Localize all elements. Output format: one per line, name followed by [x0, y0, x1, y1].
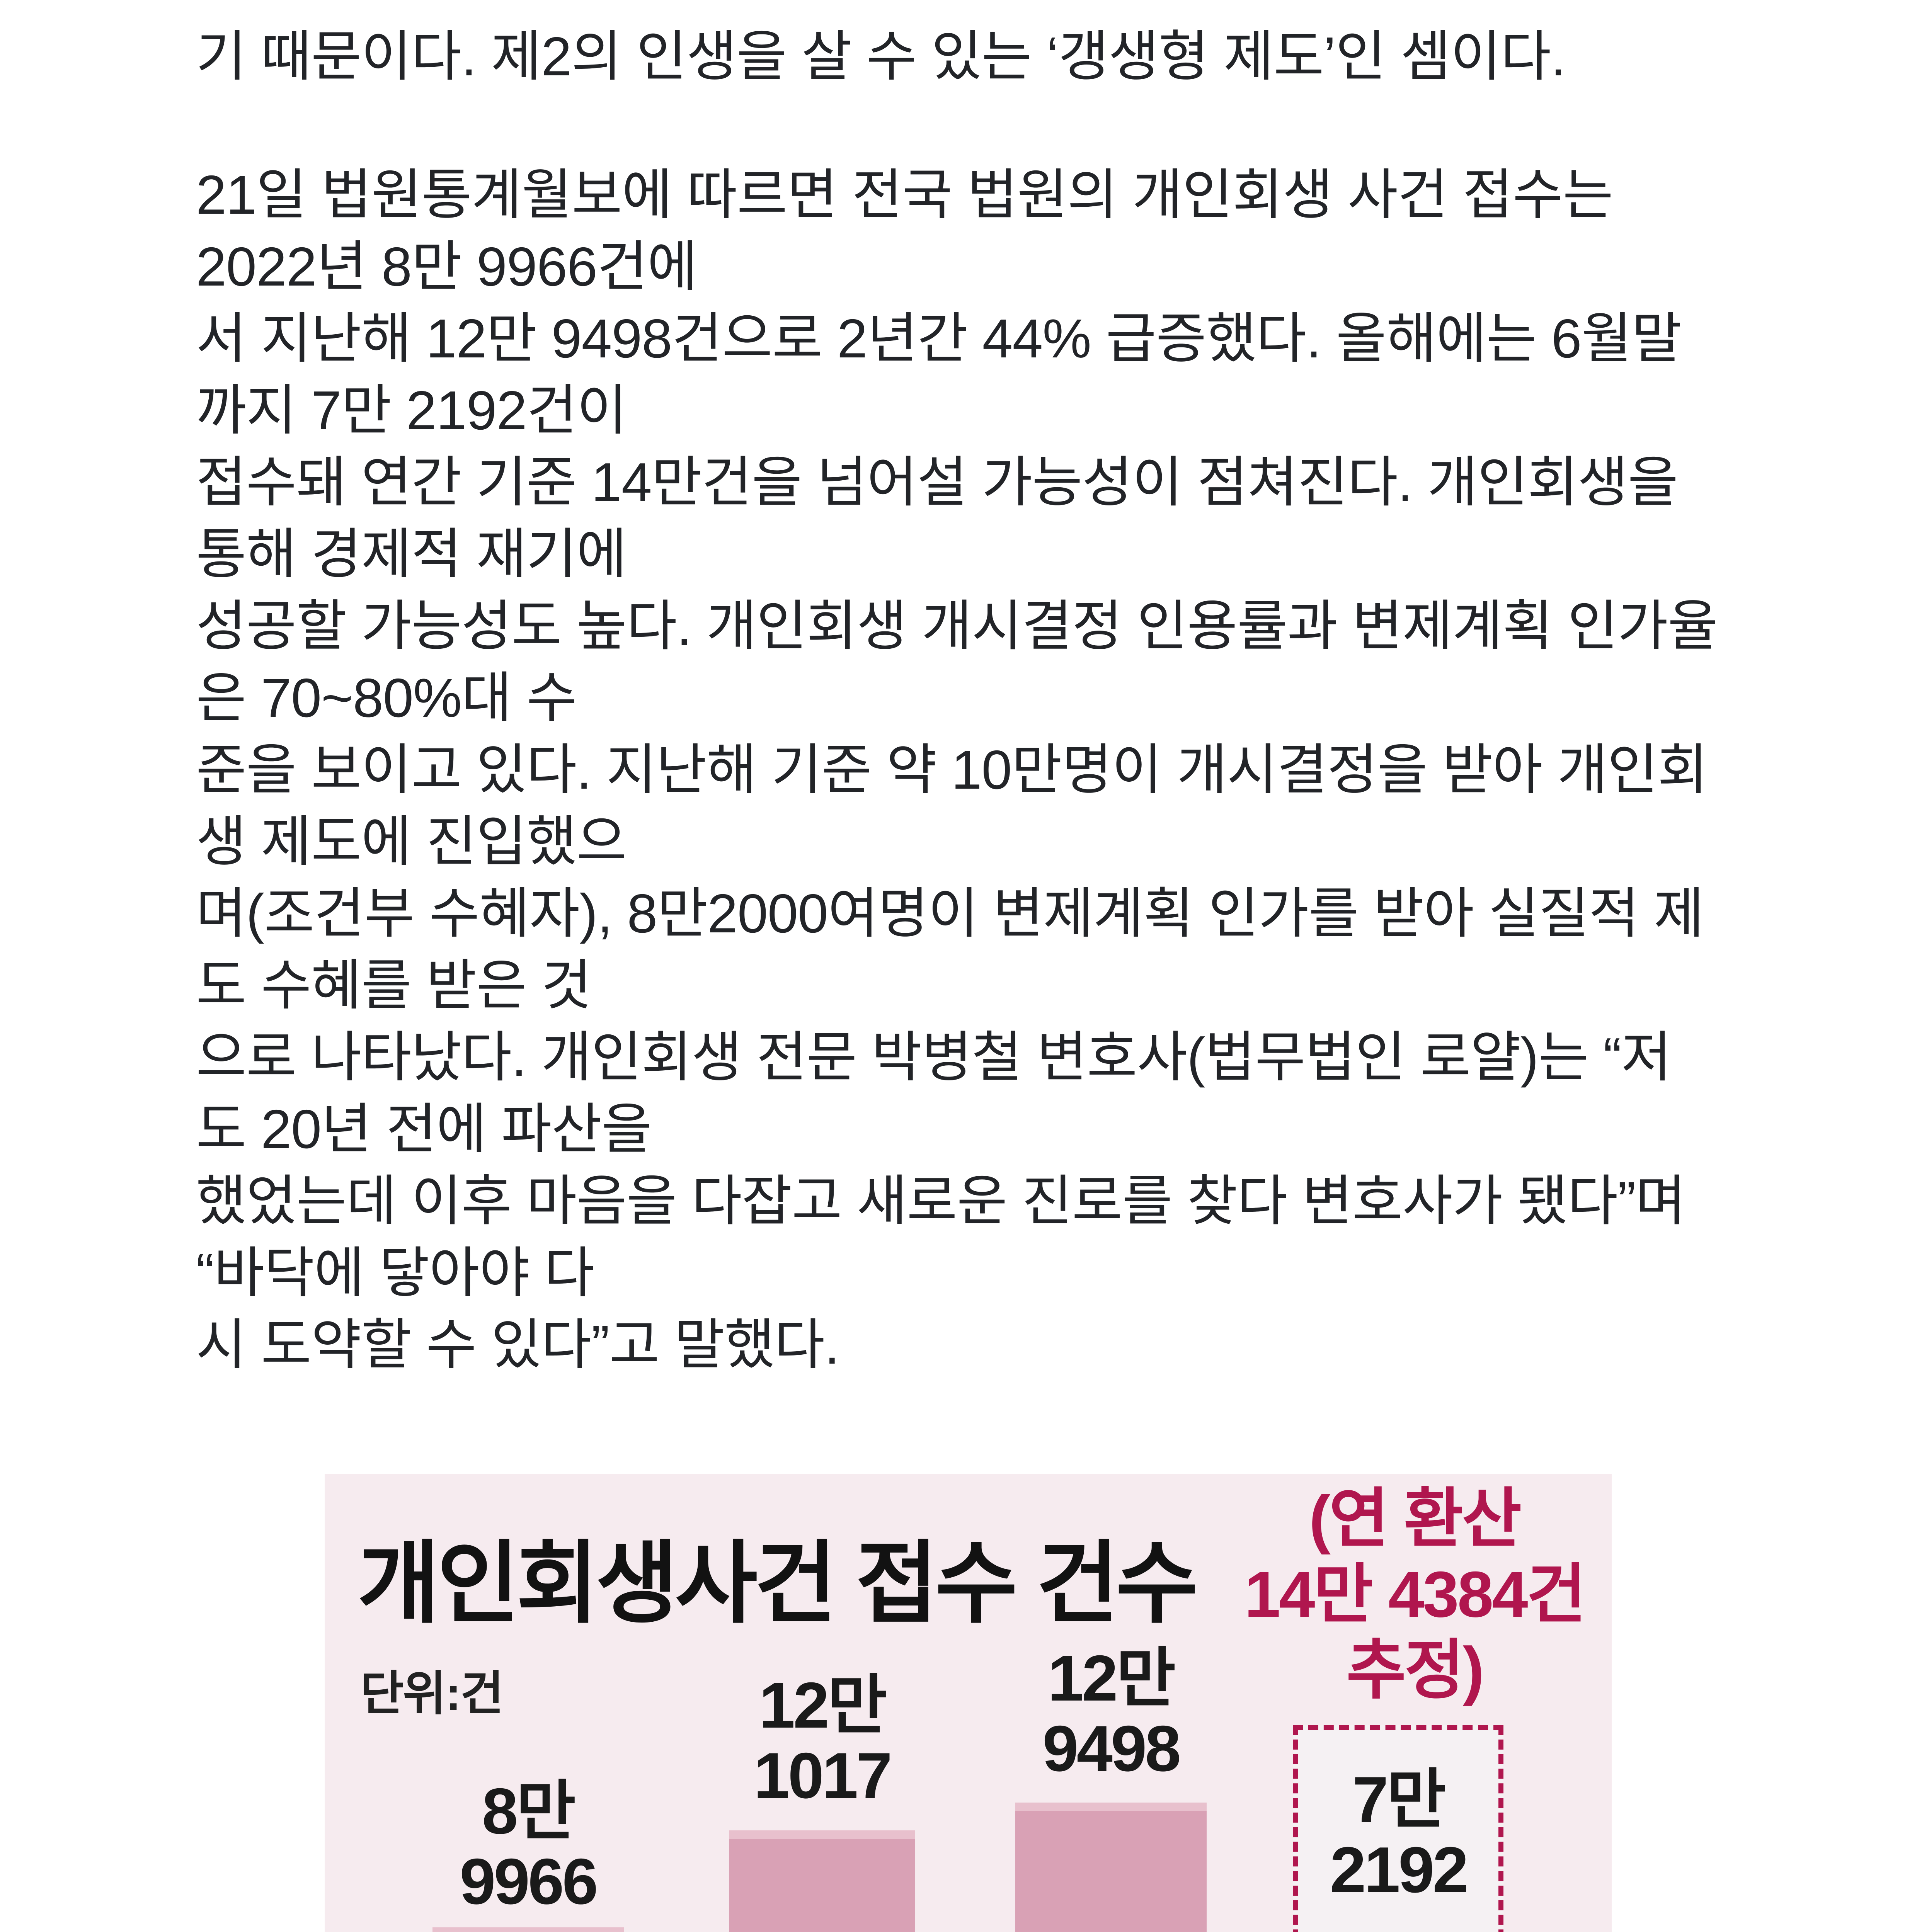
estimate-dotted-box [1293, 1725, 1503, 1932]
bar-2023 [729, 1830, 915, 1932]
value-label-2022: 8만 9966 [460, 1775, 598, 1918]
article-page: 기 때문이다. 제2의 인생을 살 수 있는 ‘갱생형 제도’인 셈이다. 21… [196, 0, 1721, 1932]
infographic-chart: 개인회생사건 접수 건수 단위:건 (연 환산 14만 4384건 추정) 8만… [325, 1474, 1612, 1932]
bar-2024 [1015, 1803, 1207, 1932]
chart-title: 개인회생사건 접수 건수 [358, 1534, 1198, 1634]
paragraph-intro: 기 때문이다. 제2의 인생을 살 수 있는 ‘갱생형 제도’인 셈이다. [196, 26, 1566, 87]
bar-2022 [432, 1927, 624, 1932]
chart-estimate-annotation: (연 환산 14만 4384건 추정) [1244, 1482, 1586, 1706]
paragraph-statistics: 21일 법원통계월보에 따르면 전국 법원의 개인회생 사건 접수는 2022년… [196, 164, 1718, 1376]
value-label-2025: 7만 2192 [1330, 1763, 1469, 1906]
value-label-2023: 12만 1017 [754, 1669, 892, 1812]
chart-unit-label: 단위:건 [360, 1667, 504, 1720]
value-label-2024: 12만 9498 [1042, 1642, 1181, 1785]
